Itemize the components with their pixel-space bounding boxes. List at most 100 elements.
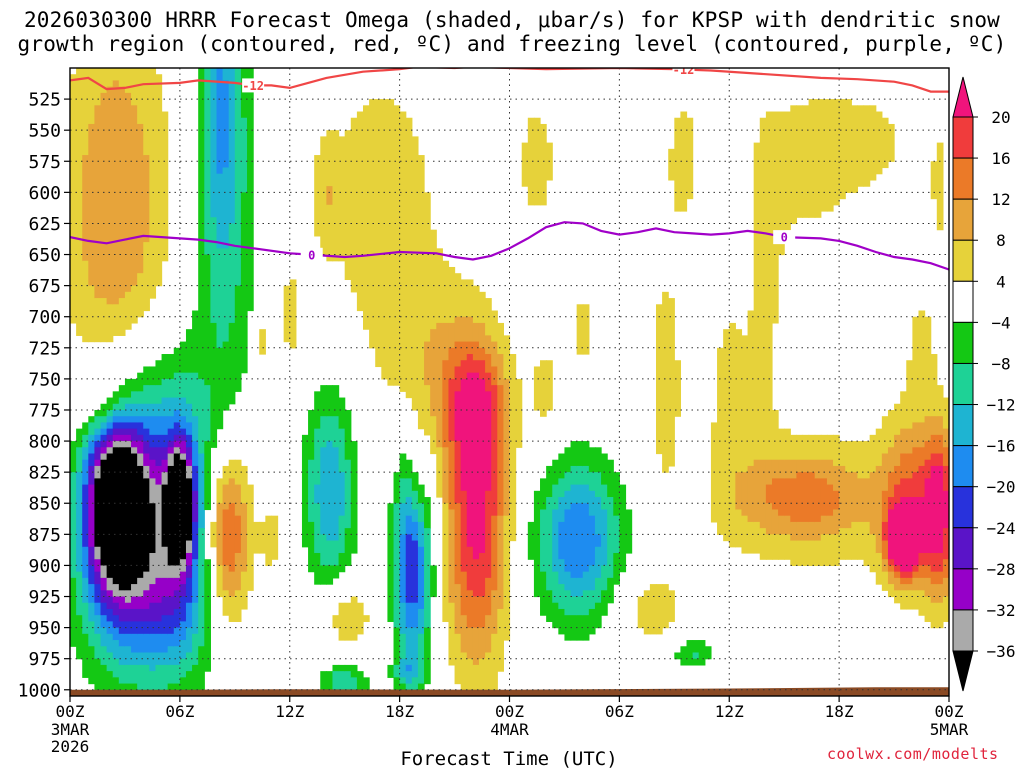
omega-cell — [332, 385, 340, 417]
omega-cell — [863, 521, 871, 567]
omega-cell — [155, 602, 163, 622]
omega-cell — [344, 459, 352, 529]
omega-cell — [167, 683, 175, 696]
omega-cell — [314, 552, 321, 585]
omega-cell — [478, 322, 486, 349]
dgz-contour-label-bg — [672, 68, 695, 77]
omega-cell — [466, 627, 474, 660]
omega-cell — [124, 683, 132, 696]
omega-cell — [283, 285, 291, 343]
omega-cell — [405, 671, 413, 685]
omega-cell — [399, 677, 407, 685]
omega-cell — [576, 577, 584, 598]
omega-cell — [161, 484, 169, 548]
omega-cell — [228, 223, 236, 324]
omega-cell — [478, 627, 486, 660]
omega-cell — [942, 528, 949, 560]
omega-cell — [399, 602, 407, 635]
omega-cell — [228, 571, 236, 598]
omega-cell — [478, 378, 486, 554]
omega-cell — [332, 540, 340, 567]
omega-cell — [192, 633, 199, 666]
omega-cell — [332, 416, 340, 448]
omega-cell — [173, 409, 181, 424]
omega-cell — [100, 422, 108, 430]
omega-cell — [491, 366, 498, 386]
omega-cell — [161, 447, 169, 461]
colorbar: 20 16 12 8 4 −4 −8 −12 −16 −20 −24 −28 −32 −36 — [952, 76, 1016, 692]
omega-cell — [662, 291, 669, 473]
omega-cell — [393, 627, 401, 666]
omega-cell — [540, 571, 547, 616]
omega-cell — [912, 497, 920, 567]
omega-cell — [558, 453, 566, 479]
omega-cell — [417, 503, 425, 523]
omega-cell — [82, 447, 89, 461]
omega-cell — [234, 515, 242, 554]
omega-cell — [314, 484, 321, 504]
omega-cell — [118, 385, 126, 399]
omega-cell — [594, 447, 602, 473]
omega-cell — [326, 204, 334, 262]
omega-cell — [558, 559, 566, 585]
omega-cell — [460, 360, 468, 380]
omega-cell — [405, 627, 413, 666]
omega-cell — [466, 279, 474, 318]
omega-cell — [399, 633, 407, 660]
omega-cell — [149, 385, 157, 405]
omega-cell — [149, 633, 157, 654]
omega-cell — [845, 99, 852, 193]
omega-cell — [460, 279, 468, 318]
omega-cell — [393, 105, 401, 386]
omega-cell — [82, 602, 89, 635]
omega-cell — [387, 664, 395, 678]
y-tick-label: 550 — [28, 121, 61, 142]
omega-cell — [167, 565, 175, 579]
omega-cell — [332, 447, 340, 542]
colorbar-label: −16 — [987, 437, 1016, 456]
omega-cell — [94, 633, 102, 660]
omega-cell — [625, 509, 633, 554]
omega-cell — [112, 640, 120, 660]
omega-cell — [106, 397, 114, 411]
omega-cell — [118, 633, 126, 647]
omega-cell — [454, 273, 462, 318]
omega-cell — [155, 465, 163, 486]
freezing-level-contour-line — [70, 221, 949, 271]
y-tick-label: 925 — [28, 587, 61, 608]
omega-cell — [344, 602, 352, 641]
omega-cell — [399, 658, 407, 678]
omega-cell — [417, 608, 425, 635]
omega-cell — [167, 664, 175, 685]
omega-cell — [179, 459, 187, 560]
omega-cell — [185, 329, 193, 374]
omega-cell — [131, 621, 138, 635]
omega-cell — [491, 310, 498, 343]
omega-cell — [594, 472, 602, 498]
omega-cell — [185, 434, 193, 448]
omega-cell — [118, 646, 126, 666]
omega-cell — [350, 441, 358, 554]
omega-cell — [417, 155, 425, 430]
omega-cell — [411, 509, 419, 523]
omega-cell — [137, 596, 144, 610]
omega-cell — [356, 602, 364, 635]
omega-cell — [405, 117, 413, 399]
omega-cell — [558, 478, 566, 498]
source-credit[interactable]: coolwx.com/modelts — [827, 745, 999, 763]
omega-cell — [936, 453, 944, 467]
omega-cell — [192, 664, 199, 696]
omega-cell — [265, 515, 273, 567]
omega-cell — [167, 646, 175, 666]
omega-cell — [326, 441, 334, 542]
omega-cell — [124, 608, 132, 622]
omega-cell — [558, 497, 566, 523]
x-tick-label: 18Z — [825, 702, 854, 721]
omega-cell — [485, 335, 492, 355]
omega-cell — [570, 615, 578, 641]
omega-cell — [124, 291, 132, 330]
omega-cell — [503, 515, 511, 641]
colorbar-bin — [952, 239, 974, 282]
omega-cell — [161, 596, 169, 616]
omega-cell — [76, 68, 83, 336]
